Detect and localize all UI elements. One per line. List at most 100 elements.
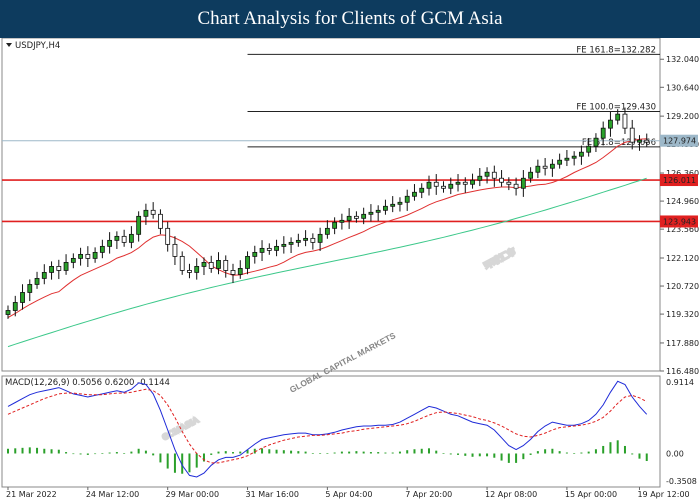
- candle: [27, 279, 33, 302]
- macd-histogram-bar: [623, 445, 626, 454]
- candle-body: [368, 211, 374, 215]
- macd-histogram-bar: [609, 442, 612, 454]
- candle-body: [506, 181, 512, 185]
- candle-body: [629, 127, 635, 143]
- macd-histogram-bar: [311, 453, 314, 454]
- macd-histogram-bar: [21, 447, 24, 454]
- macd-histogram-bar: [86, 453, 89, 455]
- candle: [150, 202, 156, 219]
- macd-histogram-bar: [202, 453, 205, 462]
- candle-body: [441, 185, 446, 189]
- candle: [114, 231, 120, 249]
- level-price-label-box: [660, 215, 698, 228]
- macd-tick-label: -0.3508: [666, 477, 697, 486]
- candle: [310, 233, 316, 250]
- level-price-label-text: 126.011: [663, 176, 696, 185]
- candle: [571, 151, 577, 166]
- candle: [622, 107, 628, 134]
- candle: [549, 159, 555, 177]
- candle-body: [107, 239, 113, 247]
- candle-body: [557, 159, 563, 165]
- candle-body: [20, 292, 25, 303]
- macd-histogram-bar: [515, 453, 518, 463]
- candle: [462, 177, 468, 193]
- candle-body: [78, 253, 83, 259]
- candle: [441, 181, 446, 193]
- macd-histogram-bar: [217, 451, 220, 454]
- fib-level-label: FE 100.0=129.430: [576, 103, 656, 113]
- macd-histogram-bar: [377, 452, 380, 454]
- candle: [564, 150, 570, 167]
- candle: [644, 133, 650, 147]
- macd-histogram-bar: [522, 453, 525, 460]
- macd-histogram-bar: [94, 453, 97, 455]
- candle-body: [158, 213, 163, 229]
- candle-body: [470, 179, 475, 185]
- candle: [34, 271, 40, 289]
- candle: [484, 167, 490, 184]
- candle: [172, 236, 178, 266]
- macd-histogram-bar: [449, 453, 452, 455]
- macd-histogram-bar: [645, 453, 648, 462]
- candle-body: [499, 177, 504, 183]
- candle: [78, 247, 83, 266]
- candle-body: [484, 171, 490, 177]
- candle: [136, 211, 142, 242]
- candle: [412, 184, 417, 201]
- candle-body: [237, 268, 243, 275]
- candle: [12, 295, 18, 317]
- fib-level-label: FE 61.8=127.666: [582, 138, 656, 148]
- macd-histogram-bar: [43, 448, 46, 454]
- candle-body: [245, 255, 250, 269]
- macd-histogram-bar: [580, 452, 583, 454]
- macd-histogram-bar: [362, 451, 365, 454]
- candle: [542, 158, 548, 176]
- candle: [303, 230, 308, 247]
- candle-body: [571, 155, 577, 159]
- candle-body: [477, 175, 483, 181]
- candle-body: [433, 181, 439, 187]
- macd-histogram-bar: [384, 452, 387, 454]
- candle-body: [194, 266, 200, 273]
- macd-histogram-bar: [290, 450, 293, 454]
- candle: [324, 220, 330, 239]
- candle-body: [187, 270, 192, 273]
- price-tick-label: 119.320: [666, 310, 699, 319]
- candle: [194, 258, 200, 280]
- candle-body: [5, 310, 11, 315]
- candle-body: [121, 235, 127, 243]
- time-tick-label: 15 Apr 00:00: [565, 490, 617, 499]
- macd-histogram-bar: [79, 453, 82, 455]
- macd-histogram-bar: [631, 453, 634, 455]
- candle-body: [143, 209, 149, 217]
- candle: [477, 168, 483, 187]
- price-tick-label: 129.200: [666, 112, 699, 121]
- macd-histogram-bar: [594, 449, 597, 454]
- candle: [383, 199, 388, 215]
- candle-body: [375, 209, 381, 213]
- candle: [187, 263, 192, 279]
- candle-body: [70, 257, 76, 263]
- candle: [368, 204, 374, 222]
- moving-average-red-line: [7, 138, 647, 318]
- macd-histogram-bar: [101, 453, 104, 454]
- macd-histogram-bar: [529, 453, 532, 455]
- candle: [201, 257, 207, 276]
- macd-histogram-bar: [188, 453, 191, 473]
- candle-body: [593, 137, 599, 147]
- moving-average-green-line: [7, 177, 647, 348]
- candle-body: [564, 157, 570, 161]
- macd-histogram-bar: [65, 452, 68, 454]
- price-tick-label: 117.880: [666, 339, 699, 348]
- candle-body: [542, 165, 548, 169]
- candle: [252, 245, 258, 264]
- candlestick-chart[interactable]: GCMASIA 环球汇市 GLOBAL CAPITAL MARKETS 132.…: [0, 38, 700, 500]
- symbol-label: USDJPY,H4: [15, 41, 60, 51]
- candle: [121, 229, 127, 247]
- candle-body: [600, 127, 606, 139]
- macd-histogram-bar: [14, 448, 17, 454]
- candle-body: [419, 187, 425, 193]
- candle-body: [339, 219, 345, 223]
- macd-histogram-bar: [253, 448, 256, 454]
- candle: [361, 207, 367, 225]
